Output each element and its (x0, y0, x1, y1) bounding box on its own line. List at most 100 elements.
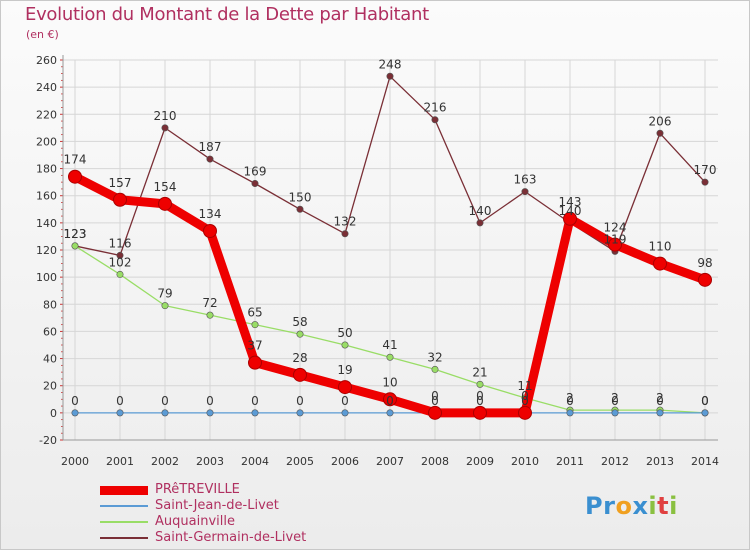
data-point (296, 330, 304, 338)
legend-item: Saint-Germain-de-Livet (100, 531, 400, 545)
y-tick-label: 60 (43, 325, 57, 338)
data-point (251, 180, 259, 188)
chart-title: Evolution du Montant de la Dette par Hab… (25, 4, 429, 25)
data-point (341, 341, 349, 349)
y-tick-label: 140 (36, 217, 57, 230)
data-point (296, 205, 304, 213)
data-label: 110 (649, 240, 672, 254)
data-label: 0 (431, 389, 439, 403)
data-label: 206 (649, 114, 672, 128)
data-label: 248 (379, 57, 402, 71)
data-label: 123 (64, 227, 87, 241)
data-label: 157 (109, 176, 132, 190)
data-point (161, 302, 169, 310)
data-label: 65 (247, 306, 262, 320)
data-label: 0 (521, 389, 529, 403)
data-label: 0 (341, 394, 349, 408)
data-label: 41 (382, 338, 397, 352)
x-tick-label: 2008 (421, 455, 449, 468)
data-label: 0 (476, 389, 484, 403)
y-tick-label: 80 (43, 298, 57, 311)
data-point (563, 211, 577, 226)
legend-item: Saint-Jean-de-Livet (100, 499, 400, 513)
data-label: 119 (604, 232, 627, 246)
x-tick-label: 2003 (196, 455, 224, 468)
data-point (701, 178, 709, 186)
legend-label: Saint-Jean-de-Livet (155, 498, 279, 513)
data-point (473, 405, 487, 420)
data-point (116, 251, 124, 259)
data-label: 0 (476, 394, 484, 408)
x-tick-label: 2002 (151, 455, 179, 468)
data-label: 58 (292, 315, 307, 329)
legend-item: Auquainville (100, 515, 400, 529)
data-label: 124 (604, 221, 627, 235)
data-point (701, 409, 709, 417)
data-point (428, 405, 442, 420)
data-labels: 1231162101871691501322482161401631401192… (64, 57, 717, 408)
data-point (476, 380, 484, 388)
x-tick-label: 2010 (511, 455, 539, 468)
y-tick-label: 200 (36, 135, 57, 148)
data-label: 21 (472, 365, 487, 379)
x-tick-label: 2000 (61, 455, 89, 468)
axes: -200204060801001201401601802002202402602… (36, 54, 719, 468)
data-label: 187 (199, 140, 222, 154)
data-point (116, 270, 124, 278)
data-point (113, 192, 127, 207)
x-tick-label: 2011 (556, 455, 584, 468)
data-label: 102 (109, 255, 132, 269)
data-label: 0 (656, 394, 664, 408)
proxiti-logo: Proxiti (585, 492, 678, 520)
data-point (161, 409, 169, 417)
data-point (206, 155, 214, 163)
data-point (698, 272, 712, 287)
data-point (656, 409, 664, 417)
data-label: 170 (694, 163, 717, 177)
x-tick-label: 2009 (466, 455, 494, 468)
data-label: 72 (202, 296, 217, 310)
legend-label: Saint-Germain-de-Livet (155, 530, 307, 545)
data-point (383, 392, 397, 407)
data-point (71, 242, 79, 250)
chart-unit-label: (en €) (26, 28, 59, 41)
data-label: 0 (431, 394, 439, 408)
data-point (611, 409, 619, 417)
y-tick-label: 260 (36, 54, 57, 67)
data-label: 116 (109, 236, 132, 250)
legend-item: PRêTREVILLE (100, 483, 400, 497)
data-label: 79 (157, 287, 172, 301)
data-point (566, 409, 574, 417)
data-label: 0 (611, 394, 619, 408)
data-point (251, 321, 259, 329)
data-point (341, 409, 349, 417)
y-tick-label: 0 (50, 407, 57, 420)
data-label: 2 (656, 391, 664, 405)
data-label: 0 (386, 394, 394, 408)
data-point (521, 188, 529, 196)
data-point (206, 311, 214, 319)
data-label: 2 (566, 391, 574, 405)
y-tick-label: 40 (43, 353, 57, 366)
data-label: 32 (427, 350, 442, 364)
legend-label: PRêTREVILLE (155, 482, 240, 497)
x-tick-label: 2001 (106, 455, 134, 468)
data-label: 132 (334, 215, 357, 229)
x-tick-label: 2014 (691, 455, 719, 468)
data-point (248, 355, 262, 370)
data-point (296, 409, 304, 417)
data-point (608, 237, 622, 252)
x-tick-label: 2007 (376, 455, 404, 468)
y-tick-label: 220 (36, 108, 57, 121)
data-point (293, 367, 307, 382)
y-tick-label: 180 (36, 163, 57, 176)
x-tick-label: 2006 (331, 455, 359, 468)
data-point (341, 230, 349, 238)
data-point (338, 380, 352, 395)
data-label: 0 (566, 394, 574, 408)
data-label: 50 (337, 326, 352, 340)
data-label: 216 (424, 101, 447, 115)
legend-swatch (100, 537, 148, 539)
data-label: 150 (289, 190, 312, 204)
